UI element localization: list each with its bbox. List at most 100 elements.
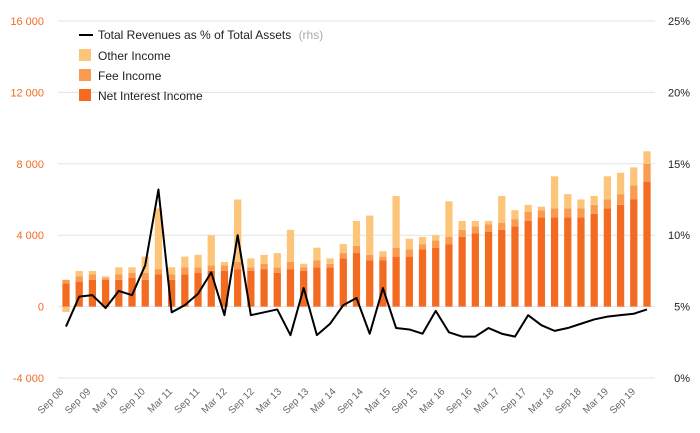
bar-net-interest-income [590, 213, 598, 307]
bar-fee-income [168, 274, 176, 280]
bar-net-interest-income [498, 229, 506, 307]
bar-net-interest-income [115, 279, 123, 307]
bar-net-interest-income [616, 204, 625, 307]
bar-fee-income [234, 261, 242, 270]
bar-other-income [445, 201, 453, 237]
bar-other-income [154, 208, 163, 270]
x-tick-label: Sep 08 [36, 386, 66, 416]
bar-net-interest-income [220, 270, 229, 307]
bar-other-income [313, 247, 321, 261]
bar-net-interest-income [273, 272, 281, 307]
bar-other-income [286, 229, 295, 262]
bar-net-interest-income [471, 233, 479, 307]
bar-other-income [88, 270, 97, 275]
bar-other-income [168, 267, 176, 275]
bar-net-interest-income [550, 217, 559, 307]
bar-other-income [418, 236, 427, 245]
bar-fee-income [537, 210, 545, 218]
bar-fee-income [498, 222, 506, 230]
legend-line-suffix: (rhs) [299, 28, 324, 42]
bar-other-income [366, 215, 374, 255]
right-tick-label: 25% [668, 16, 690, 28]
bar-net-interest-income [484, 231, 493, 307]
bar-other-income [273, 253, 281, 268]
bar-fee-income [577, 208, 585, 218]
bar-fee-income [616, 194, 625, 205]
stacked-bars [62, 151, 651, 312]
bar-other-income [220, 261, 229, 266]
bar-other-income [590, 195, 598, 205]
bar-fee-income [273, 267, 281, 273]
bar-net-interest-income [62, 283, 70, 307]
bar-other-income [194, 254, 202, 268]
x-tick-label: Sep 16 [444, 386, 474, 416]
bar-fee-income [484, 224, 493, 232]
bar-fee-income [62, 279, 70, 284]
bar-net-interest-income [88, 279, 97, 307]
right-tick-label: 10% [668, 230, 690, 242]
legend-fee-swatch [79, 69, 91, 81]
left-tick-label: 4 000 [16, 230, 44, 242]
bar-fee-income [141, 272, 149, 280]
x-tick-label: Sep 18 [553, 386, 583, 416]
bar-net-interest-income [392, 256, 400, 307]
left-tick-label: 8 000 [16, 159, 44, 171]
bar-other-income [115, 267, 123, 275]
right-tick-label: 20% [668, 87, 690, 99]
bar-fee-income [590, 204, 598, 214]
left-tick-label: 12 000 [10, 87, 44, 99]
bar-net-interest-income [432, 247, 440, 307]
bar-other-income [101, 276, 110, 279]
bar-net-interest-income [141, 279, 149, 307]
bar-other-income [339, 244, 347, 254]
bar-fee-income [352, 245, 361, 254]
bar-net-interest-income [168, 279, 176, 307]
bar-other-income [128, 267, 136, 273]
legend-other-label: Other Income [98, 49, 171, 63]
bar-net-interest-income [524, 220, 532, 307]
left-axis: -4 000 0 4 000 8 000 12 000 16 000 [10, 16, 44, 385]
bar-fee-income [88, 274, 97, 280]
bar-other-income [62, 306, 70, 312]
revenue-line-layer [65, 188, 648, 338]
bar-other-income [207, 235, 215, 266]
right-tick-label: 5% [674, 302, 690, 314]
bar-net-interest-income [405, 256, 413, 307]
bar-net-interest-income [313, 267, 321, 307]
x-tick-label: Mar 18 [527, 386, 557, 416]
bar-net-interest-income [643, 181, 651, 307]
bar-fee-income [445, 236, 453, 245]
bar-net-interest-income [286, 269, 295, 307]
bar-net-interest-income [234, 269, 242, 307]
bar-net-interest-income [379, 260, 387, 307]
bar-fee-income [313, 260, 321, 268]
x-tick-label: Sep 11 [173, 386, 203, 416]
bar-fee-income [405, 249, 413, 257]
left-tick-label: -4 000 [13, 373, 44, 385]
bar-other-income [550, 176, 559, 209]
bar-net-interest-income [577, 217, 585, 307]
bar-fee-income [432, 240, 440, 248]
bar-fee-income [630, 185, 638, 200]
bar-other-income [630, 167, 638, 186]
bar-net-interest-income [537, 217, 545, 307]
bar-other-income [352, 220, 361, 246]
bar-net-interest-income [326, 267, 334, 307]
bar-net-interest-income [260, 269, 268, 307]
bar-fee-income [550, 208, 559, 218]
bar-other-income [616, 172, 625, 195]
bar-other-income [379, 251, 387, 257]
bar-other-income [564, 194, 572, 209]
bar-fee-income [194, 267, 202, 273]
x-tick-label: Mar 13 [254, 386, 284, 416]
bar-net-interest-income [339, 258, 347, 307]
bar-fee-income [207, 265, 215, 271]
bar-net-interest-income [181, 274, 189, 307]
bar-fee-income [379, 256, 387, 261]
x-tick-label: Sep 19 [608, 386, 638, 416]
bar-fee-income [154, 269, 163, 275]
right-axis: 0% 5% 10% 15% 20% 25% [668, 16, 690, 385]
legend-nii-swatch [79, 89, 91, 101]
